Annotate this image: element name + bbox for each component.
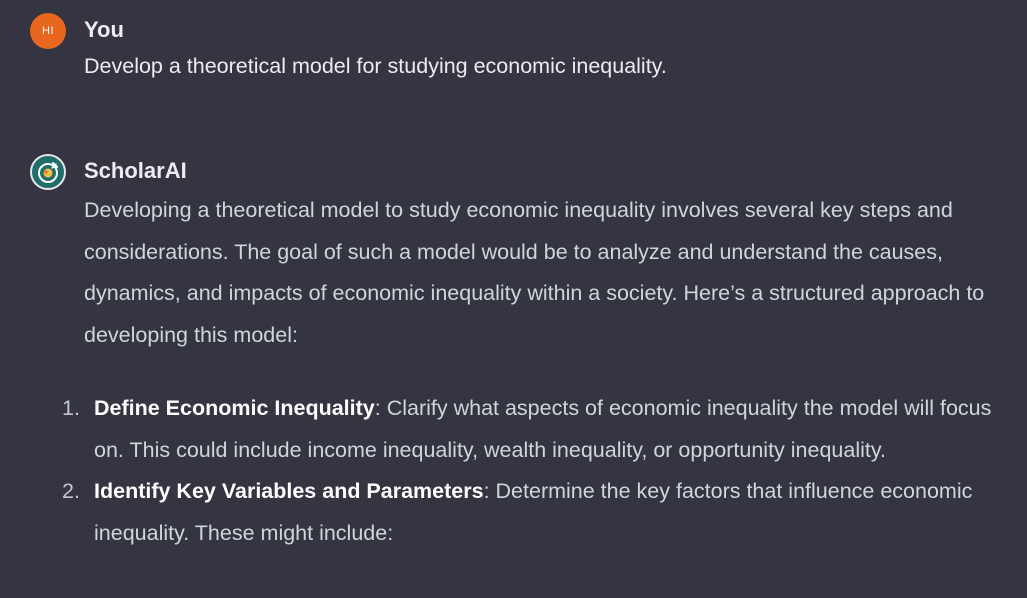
- user-author-name: You: [84, 17, 124, 42]
- assistant-author-name: ScholarAI: [84, 158, 187, 183]
- assistant-avatar: [30, 154, 66, 190]
- user-avatar-initials: HI: [42, 25, 54, 37]
- user-avatar: HI: [30, 13, 66, 49]
- list-item-title: Define Economic Inequality: [94, 396, 375, 420]
- list-item-title: Identify Key Variables and Parameters: [94, 479, 484, 503]
- list-item-number: 2.: [62, 479, 80, 503]
- list-item: 2. Identify Key Variables and Parameters…: [58, 471, 1018, 554]
- list-item: 1. Define Economic Inequality: Clarify w…: [58, 388, 1018, 471]
- list-item-body: : Clarify what aspects of economic inequ…: [94, 396, 992, 462]
- list-item-number: 1.: [62, 396, 80, 420]
- assistant-step-list: 1. Define Economic Inequality: Clarify w…: [58, 388, 1018, 554]
- user-message-text: Develop a theoretical model for studying…: [84, 54, 667, 78]
- assistant-intro-text: Developing a theoretical model to study …: [84, 198, 985, 347]
- scholar-flask-icon: [38, 162, 58, 183]
- list-item-body: : Determine the key factors that influen…: [94, 479, 973, 545]
